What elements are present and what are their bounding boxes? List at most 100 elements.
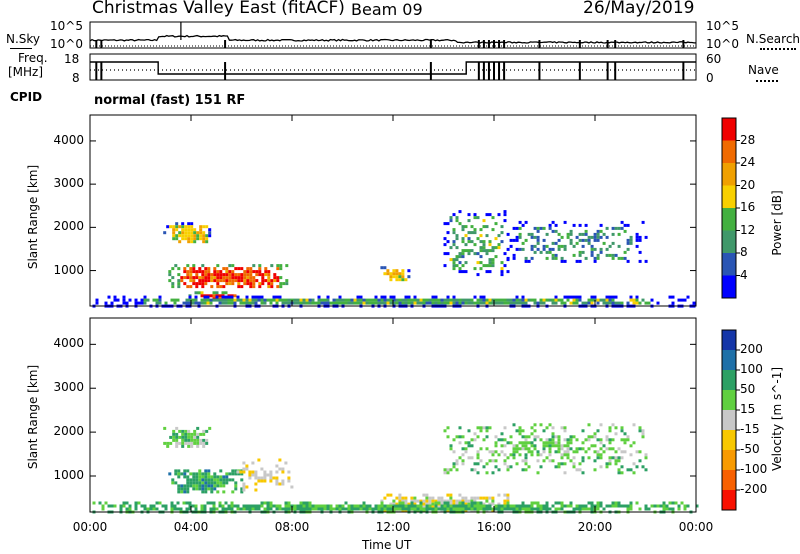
velocity-cell (599, 456, 603, 460)
velocity-cell (287, 470, 291, 474)
velocity-cell (449, 444, 453, 448)
velocity-cell (662, 507, 666, 511)
power-cell (204, 273, 208, 277)
power-cell (467, 240, 471, 244)
power-cell (359, 301, 363, 305)
velocity-colorbar-tick-label-6: -100 (740, 462, 768, 476)
velocity-cell (596, 504, 600, 508)
velocity-cell (494, 435, 498, 439)
power-cell (233, 301, 237, 305)
velocity-cell (425, 504, 429, 508)
velocity-cell (452, 504, 456, 508)
power-cell (638, 259, 642, 263)
power-cell (208, 228, 212, 232)
power-cell (279, 285, 283, 289)
velocity-cell (287, 479, 291, 483)
xtick-label-4: 16:00 (476, 520, 512, 534)
power-cell (596, 301, 600, 305)
power-cell (644, 235, 648, 239)
velocity-cell (680, 501, 684, 505)
velocity-cell (548, 444, 552, 448)
velocity-cell (473, 504, 477, 508)
velocity-cell (503, 502, 507, 506)
velocity-cell (446, 507, 450, 511)
velocity-cell (195, 475, 199, 479)
power-cell (243, 270, 247, 274)
velocity-cell (440, 502, 444, 506)
power-cell (273, 273, 277, 277)
velocity-cell (224, 507, 228, 511)
power-cell (467, 231, 471, 235)
velocity-cell (605, 447, 609, 451)
velocity-cell (182, 501, 186, 505)
power-cell (201, 279, 205, 283)
velocity-cell (494, 504, 498, 508)
power-cell (350, 298, 354, 302)
velocity-cell (485, 462, 489, 466)
velocity-cell (473, 432, 477, 436)
velocity-cell (158, 501, 162, 505)
velocity-cell (207, 487, 211, 491)
power-cell (611, 298, 615, 302)
velocity-cell (263, 470, 267, 474)
velocity-cell (172, 429, 176, 433)
power-cell (207, 267, 211, 271)
power-cell (398, 301, 402, 305)
velocity-cell (128, 507, 132, 511)
velocity-cell (638, 459, 642, 463)
power-cell (305, 298, 309, 302)
power-cell (455, 234, 459, 238)
power-cell (671, 295, 675, 299)
velocity-cell (560, 501, 564, 505)
power-cell (542, 226, 546, 230)
velocity-cell (476, 496, 480, 500)
power-cell (623, 250, 627, 254)
xtick-label-1: 04:00 (173, 520, 209, 534)
velocity-cell (189, 472, 193, 476)
velocity-cell (605, 462, 609, 466)
power-cell (152, 298, 156, 302)
power-cell (287, 301, 291, 305)
power-cell (243, 273, 247, 277)
velocity-cell (488, 502, 492, 506)
xtick-label-3: 12:00 (375, 520, 411, 534)
velocity-cell (212, 501, 216, 505)
power-cell (246, 273, 250, 277)
power-cell (467, 298, 471, 302)
velocity-cell (629, 507, 633, 511)
velocity-cell (566, 453, 570, 457)
power-cell (341, 301, 345, 305)
velocity-cell (212, 504, 216, 508)
nsky-label: N.Sky (6, 32, 41, 46)
power-cell (566, 235, 570, 239)
power-cell (207, 279, 211, 283)
velocity-cell (204, 484, 208, 488)
velocity-cell (248, 470, 252, 474)
velocity-cell (192, 475, 196, 479)
velocity-cell (278, 507, 282, 511)
velocity-cell (611, 504, 615, 508)
power-cell (452, 228, 456, 232)
velocity-cell (204, 469, 208, 473)
velocity-cell (446, 471, 450, 475)
power-cell (263, 298, 267, 302)
power-cell (551, 229, 555, 233)
velocity-cell (231, 469, 235, 473)
power-cell (512, 253, 516, 257)
velocity-cell (575, 447, 579, 451)
velocity-cell (581, 471, 585, 475)
velocity-cell (401, 504, 405, 508)
power-cell (617, 301, 621, 305)
power-cell (305, 301, 309, 305)
power-cell (500, 267, 504, 271)
velocity-cell (449, 507, 453, 511)
velocity-cell (611, 438, 615, 442)
velocity-cell (602, 507, 606, 511)
velocity-cell (584, 450, 588, 454)
velocity-cell (614, 504, 618, 508)
velocity-cell (563, 450, 567, 454)
power-cell (237, 267, 241, 271)
velocity-cell (338, 507, 342, 511)
velocity-cell (347, 507, 351, 511)
velocity-cell (569, 459, 573, 463)
